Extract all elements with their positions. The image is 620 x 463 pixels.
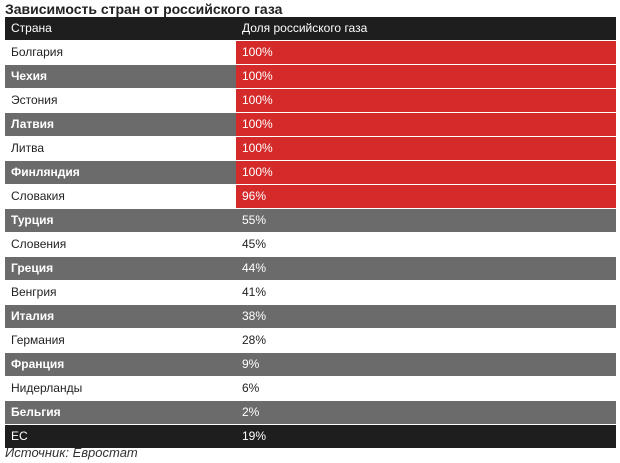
- total-share-cell: 19%: [236, 425, 616, 448]
- total-country-cell: ЕС: [5, 425, 236, 448]
- table-row: Словения 45%: [5, 233, 616, 257]
- share-cell: 100%: [236, 137, 616, 160]
- table-title: Зависимость стран от российского газа: [5, 1, 283, 17]
- table-row: Франция 9%: [5, 353, 616, 377]
- share-cell: 100%: [236, 89, 616, 112]
- share-cell: 41%: [242, 285, 267, 299]
- table-row: Турция 55%: [5, 209, 616, 233]
- table-row: Финляндия 100%: [5, 161, 616, 185]
- table-row: Чехия 100%: [5, 65, 616, 89]
- share-cell: 28%: [242, 333, 267, 347]
- country-cell: Словения: [11, 237, 67, 251]
- table-header-row: Страна Доля российского газа: [5, 17, 616, 41]
- table-row: Италия 38%: [5, 305, 616, 329]
- share-cell: 2%: [236, 401, 616, 424]
- share-cell: 96%: [236, 185, 616, 208]
- country-cell: Бельгия: [5, 401, 236, 424]
- country-cell: Финляндия: [5, 161, 236, 184]
- table-row: Германия 28%: [5, 329, 616, 353]
- share-cell: 44%: [236, 257, 616, 280]
- country-cell: Венгрия: [11, 285, 57, 299]
- table-row: Бельгия 2%: [5, 401, 616, 425]
- table-row: Литва 100%: [5, 137, 616, 161]
- share-cell: 100%: [236, 161, 616, 184]
- table-row: Венгрия 41%: [5, 281, 616, 305]
- table-row: Эстония 100%: [5, 89, 616, 113]
- country-cell: Латвия: [5, 113, 236, 136]
- source-note: Источник: Евростат: [5, 445, 138, 460]
- share-cell: 100%: [236, 41, 616, 64]
- column-header-share: Доля российского газа: [236, 17, 616, 40]
- table-row: Словакия 96%: [5, 185, 616, 209]
- share-cell: 38%: [236, 305, 616, 328]
- country-cell: Эстония: [11, 93, 58, 107]
- share-cell: 9%: [236, 353, 616, 376]
- gas-dependency-table: Страна Доля российского газа Болгария 100…: [5, 17, 616, 449]
- country-cell: Италия: [5, 305, 236, 328]
- country-cell: Греция: [5, 257, 236, 280]
- share-cell: 45%: [242, 237, 267, 251]
- table-row: Нидерланды 6%: [5, 377, 616, 401]
- country-cell: Чехия: [5, 65, 236, 88]
- country-cell: Германия: [11, 333, 65, 347]
- country-cell: Словакия: [11, 189, 65, 203]
- share-cell: 6%: [242, 381, 260, 395]
- table-row: Латвия 100%: [5, 113, 616, 137]
- country-cell: Литва: [11, 141, 44, 155]
- country-cell: Турция: [5, 209, 236, 232]
- share-cell: 55%: [236, 209, 616, 232]
- share-cell: 100%: [236, 65, 616, 88]
- country-cell: Болгария: [11, 45, 63, 59]
- table-row: Болгария 100%: [5, 41, 616, 65]
- table-row: Греция 44%: [5, 257, 616, 281]
- country-cell: Франция: [5, 353, 236, 376]
- table-row-total: ЕС 19%: [5, 425, 616, 449]
- share-cell: 100%: [236, 113, 616, 136]
- column-header-country: Страна: [5, 17, 236, 40]
- country-cell: Нидерланды: [11, 381, 83, 395]
